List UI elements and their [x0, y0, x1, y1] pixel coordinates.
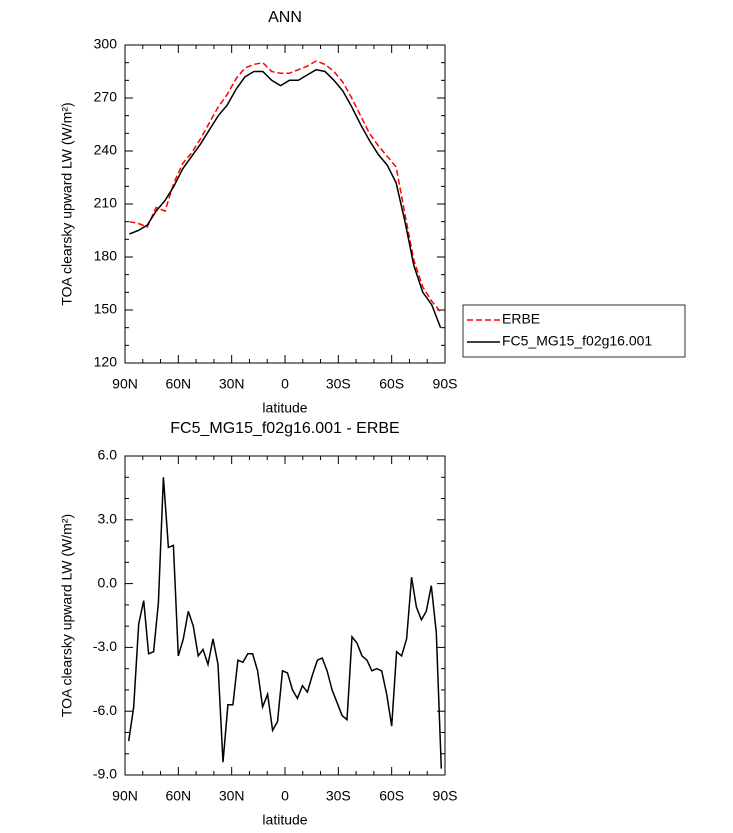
- x-axis-label: latitude: [262, 812, 307, 828]
- x-tick-label: 60S: [379, 788, 404, 804]
- chart-title: ANN: [268, 9, 302, 26]
- y-tick-label: 120: [94, 354, 118, 370]
- y-tick-label: 3.0: [98, 511, 118, 527]
- x-tick-label: 90S: [433, 376, 458, 392]
- y-tick-label: 150: [94, 301, 118, 317]
- x-tick-label: 60N: [165, 376, 191, 392]
- x-tick-label: 30S: [326, 788, 351, 804]
- x-tick-label: 60N: [165, 788, 191, 804]
- y-tick-label: 180: [94, 248, 118, 264]
- x-tick-label: 30S: [326, 376, 351, 392]
- x-tick-label: 90S: [433, 788, 458, 804]
- plot-frame: [124, 455, 446, 776]
- x-tick-label: 30N: [219, 788, 245, 804]
- y-tick-label: 0.0: [98, 574, 118, 590]
- y-tick-label: 210: [94, 195, 118, 211]
- x-tick-label: 0: [281, 376, 289, 392]
- y-tick-label: 6.0: [98, 447, 118, 463]
- y-axis-label: TOA clearsky upward LW (W/m²): [59, 514, 75, 717]
- y-tick-label: -9.0: [93, 766, 117, 782]
- chart-title: FC5_MG15_f02g16.001 - ERBE: [170, 420, 399, 437]
- x-tick-label: 90N: [112, 376, 138, 392]
- legend-box: [462, 304, 686, 358]
- legend: ERBE FC5_MG15_f02g16.001: [462, 304, 686, 358]
- x-axis-label: latitude: [262, 400, 307, 416]
- legend-label: FC5_MG15_f02g16.001: [502, 333, 652, 349]
- data-line: [129, 68, 442, 328]
- data-line: [127, 477, 443, 769]
- data-line: [129, 60, 442, 313]
- y-tick-label: 270: [94, 89, 118, 105]
- y-tick-label: 240: [94, 142, 118, 158]
- legend-label: ERBE: [502, 311, 540, 327]
- y-tick-label: -3.0: [93, 638, 117, 654]
- plot-frame: [124, 44, 446, 364]
- x-tick-label: 60S: [379, 376, 404, 392]
- x-tick-label: 30N: [219, 376, 245, 392]
- x-tick-label: 0: [281, 788, 289, 804]
- y-tick-label: -6.0: [93, 702, 117, 718]
- y-tick-label: 300: [94, 36, 118, 52]
- y-axis-label: TOA clearsky upward LW (W/m²): [59, 102, 75, 305]
- x-tick-label: 90N: [112, 788, 138, 804]
